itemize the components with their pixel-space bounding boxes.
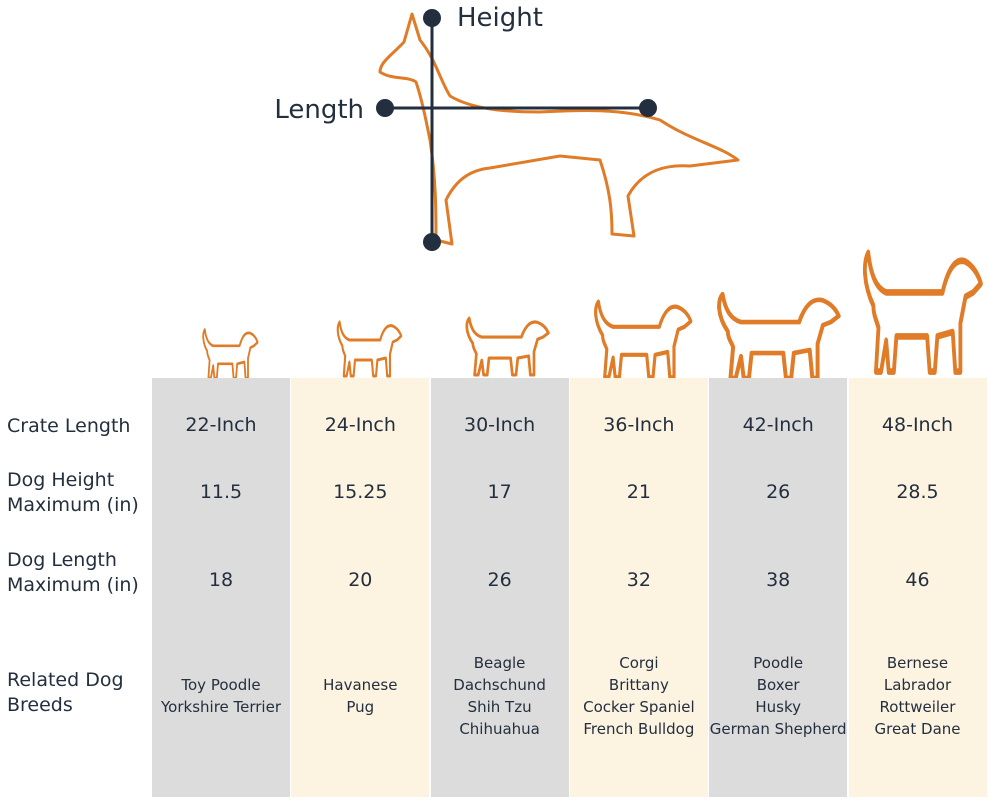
breed: Havanese xyxy=(323,675,398,694)
height-label: Height xyxy=(457,3,543,33)
breed: Toy Poodle xyxy=(181,675,261,694)
dog-height-max: 11.5 xyxy=(199,481,243,503)
table-column: 24-Inch 15.25 20 Havanese Pug xyxy=(291,378,430,797)
breed: Yorkshire Terrier xyxy=(161,697,281,716)
dog-height-max: 28.5 xyxy=(896,481,939,503)
table-column: 36-Inch 21 32 Corgi Brittany Cocker Spaniel Fr… xyxy=(569,378,708,797)
row-header: Dog Length Maximum (in) xyxy=(7,549,139,596)
dog-length-max: 20 xyxy=(348,569,373,591)
breed: Brittany xyxy=(608,675,669,694)
measure-lines xyxy=(385,18,648,242)
dog-height-max: 26 xyxy=(766,481,791,503)
breed: German Shepherd xyxy=(709,719,847,738)
breed: Pug xyxy=(346,697,375,716)
table-column: 22-Inch 11.5 18 Toy Poodle Yorkshire Terrier xyxy=(152,378,290,797)
breed: Corgi xyxy=(619,653,659,672)
row-header: Related Dog Breeds xyxy=(7,669,124,716)
dog-outline xyxy=(378,12,740,246)
dog-length-max: 32 xyxy=(626,569,651,591)
crate-length: 36-Inch xyxy=(603,414,675,436)
dog-length-max: 38 xyxy=(766,569,791,591)
breed-list: Poodle Boxer Husky German Shepherd xyxy=(709,648,847,743)
breed: Great Dane xyxy=(874,719,961,738)
breed: French Bulldog xyxy=(583,719,695,738)
row-header: Dog Height Maximum (in) xyxy=(7,469,139,516)
breed-list: Beagle Dachschund Shih Tzu Chihuahua xyxy=(431,648,569,743)
dog-height-max: 17 xyxy=(487,481,512,503)
illustration: Height Length xyxy=(201,3,990,380)
table-column: 42-Inch 26 38 Poodle Boxer Husky German Shephe… xyxy=(709,378,848,797)
breed: Cocker Spaniel xyxy=(583,697,695,716)
breed: Bernese xyxy=(886,653,949,672)
breed: Beagle xyxy=(473,653,526,672)
table-column: 48-Inch 28.5 46 Bernese Labrador Rottweiler Gr… xyxy=(848,378,987,797)
breed: Labrador xyxy=(883,675,952,694)
dog-length-max: 26 xyxy=(487,569,512,591)
breed-list: Bernese Labrador Rottweiler Great Dane xyxy=(849,648,987,743)
dog-length-max: 46 xyxy=(905,569,930,591)
size-dogs xyxy=(201,253,981,378)
crate-length: 30-Inch xyxy=(464,414,536,436)
dog-length-max: 18 xyxy=(208,569,234,591)
row-header: Crate Length xyxy=(7,415,131,437)
breed-list: Toy Poodle Yorkshire Terrier xyxy=(152,648,290,743)
measure-dots xyxy=(376,9,657,251)
breed: Boxer xyxy=(756,675,800,694)
length-label: Length xyxy=(274,95,364,125)
dog-height-max: 21 xyxy=(626,481,651,503)
table-column: 30-Inch 17 26 Beagle Dachschund Shih Tzu Chihu… xyxy=(430,378,569,797)
crate-length: 42-Inch xyxy=(742,414,814,436)
crate-length: 48-Inch xyxy=(881,414,954,436)
breed: Poodle xyxy=(753,653,804,672)
dog-height-max: 15.25 xyxy=(333,481,388,503)
crate-length: 24-Inch xyxy=(324,414,396,436)
breed-list: Corgi Brittany Cocker Spaniel French Bulldo… xyxy=(570,648,708,743)
crate-length: 22-Inch xyxy=(185,414,257,436)
breed-list: Havanese Pug xyxy=(291,648,429,743)
breed: Dachschund xyxy=(453,675,546,694)
breed: Rottweiler xyxy=(879,697,956,716)
breed: Shih Tzu xyxy=(467,697,532,716)
breed: Chihuahua xyxy=(459,719,540,738)
breed: Husky xyxy=(755,697,801,716)
